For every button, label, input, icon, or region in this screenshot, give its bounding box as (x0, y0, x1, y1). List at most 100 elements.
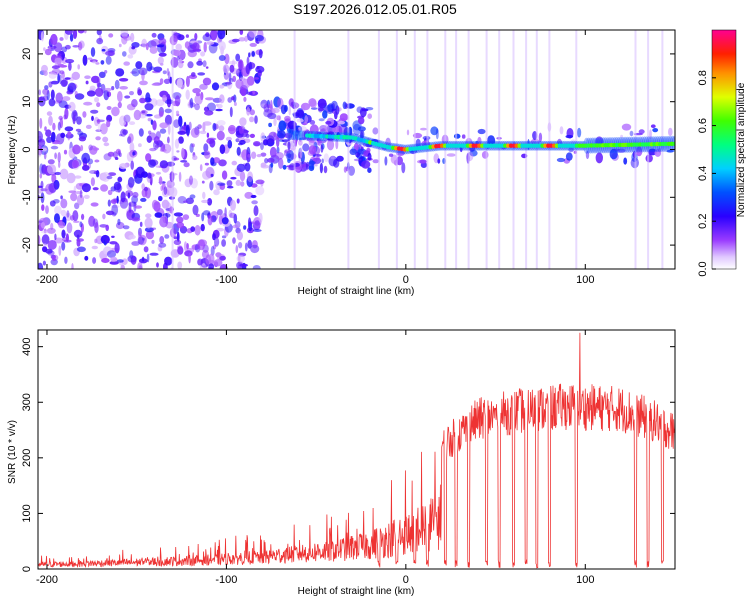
spectrogram-cell (106, 114, 113, 122)
spectrogram-cell (145, 153, 152, 162)
spectrogram-cell (131, 46, 136, 50)
spectrogram-cell (192, 204, 199, 216)
colorbar-gradient (712, 30, 736, 269)
spectrogram-cell (337, 120, 345, 125)
spectrogram-cell (117, 91, 123, 103)
spectrogram-cell (59, 168, 69, 180)
spectrogram-cell (45, 248, 53, 254)
spectrogram-cell (90, 47, 96, 57)
spectrogram-cell (179, 58, 182, 64)
spectrogram-cell (661, 30, 664, 269)
spectrogram-cell (105, 210, 115, 216)
spectrogram-cell (95, 62, 100, 65)
spectrogram-cell (461, 134, 466, 139)
spectrogram-cell (301, 130, 308, 141)
spectrogram-cell (164, 234, 170, 239)
spectrogram-cell (201, 212, 205, 222)
spectrogram-cell (81, 152, 91, 164)
spectrogram-cell (211, 82, 220, 91)
spectrogram-cell (159, 128, 167, 134)
spectrogram-cell (227, 97, 233, 103)
spectrogram-cell (227, 139, 233, 149)
spectrogram-cell (104, 87, 112, 92)
spectrogram-cell (243, 96, 247, 102)
spectrogram-cell (244, 191, 253, 199)
spectrogram-cell (294, 130, 301, 141)
spectrogram-cell (41, 64, 48, 73)
spectrogram-cell (109, 261, 119, 265)
spectrogram-cell (82, 54, 88, 66)
spectrogram-cell (236, 254, 245, 263)
spectrogram-cell (127, 192, 131, 199)
spectrogram-cell (263, 139, 268, 146)
spectrogram-cell (169, 76, 173, 84)
spectrogram-cell (77, 41, 83, 51)
colorbar-tick-label: 0.4 (697, 166, 709, 181)
spectrogram-cell (213, 189, 220, 196)
spectrogram-cell (131, 99, 138, 108)
spectrogram-cell (81, 183, 91, 193)
spectrogram-cell (246, 91, 253, 96)
spectrogram-cell (236, 231, 243, 241)
spectrogram-cell (176, 216, 184, 224)
spectrogram-cell (255, 186, 265, 196)
spectrogram-cell (41, 234, 50, 245)
spectrogram-cell (263, 109, 273, 118)
spectrogram-y-axis-label: Frequency (Hz) (7, 116, 18, 185)
spectrogram-cell (43, 152, 47, 160)
spectrogram-cell (396, 150, 405, 156)
spectrogram-cell (177, 130, 187, 135)
spectrogram-cell (208, 42, 218, 54)
spectrogram-cell (96, 102, 101, 108)
spectrogram-cell (255, 179, 265, 185)
spectrogram-cell (455, 30, 458, 269)
spectrogram-cell (151, 199, 159, 210)
spectrogram-cell (137, 236, 145, 245)
spectrogram-cell (54, 233, 57, 241)
spectrogram-cell (535, 30, 538, 269)
spectrogram-cell (39, 173, 43, 179)
snr-panel: -200 -100 0 100 0 100 200 300 400 Height of str… (7, 329, 676, 597)
spectrogram-cell (141, 256, 145, 262)
spectrogram-cell (212, 122, 217, 132)
spectrogram-cell (120, 264, 125, 269)
spectrogram-cell (106, 250, 117, 258)
spectrogram-cell (271, 107, 280, 114)
spectrogram-cell (236, 146, 241, 156)
spectrogram-cell (76, 116, 82, 125)
spectrogram-cell (59, 37, 64, 41)
spectrogram-cell (189, 175, 193, 185)
spectrogram-cell (131, 42, 140, 48)
spectrogram-cell (161, 199, 170, 209)
spectrogram-cell (280, 104, 287, 115)
spectrogram-cell (232, 224, 239, 229)
spectrogram-cell (149, 252, 159, 256)
spectrogram-cell (244, 162, 251, 172)
spectrogram-cell (38, 262, 44, 269)
spectrogram-cell (194, 103, 201, 111)
spectrogram-cell (183, 241, 188, 252)
spectrogram-cell (162, 94, 167, 102)
spectrogram-cell (51, 131, 56, 143)
snr-x-tick-label: 100 (576, 574, 594, 586)
snr-x-axis-label: Height of straight line (km) (298, 586, 415, 597)
spectrogram-cell (330, 156, 335, 160)
spectrogram-cell (129, 91, 134, 96)
spectrogram-cell (203, 210, 211, 216)
spectrogram-cell (299, 130, 306, 141)
spectrogram-cell (38, 130, 43, 143)
spectrogram-cell (132, 151, 135, 156)
spectrogram-cell (119, 115, 127, 127)
spectrogram-cell (224, 53, 230, 65)
spectrogram-cell (146, 61, 153, 72)
spectrogram-cell (85, 80, 89, 85)
spectrogram-cell (178, 115, 183, 127)
spectrogram-cell (139, 80, 148, 86)
colorbar-frame (711, 29, 737, 270)
spectrogram-cell (71, 263, 74, 269)
spectrogram-x-ticks: -200 -100 0 100 (36, 30, 594, 286)
spectrogram-cell (151, 227, 157, 230)
spectrogram-cell (72, 144, 81, 155)
spectrogram-cell (137, 231, 142, 240)
